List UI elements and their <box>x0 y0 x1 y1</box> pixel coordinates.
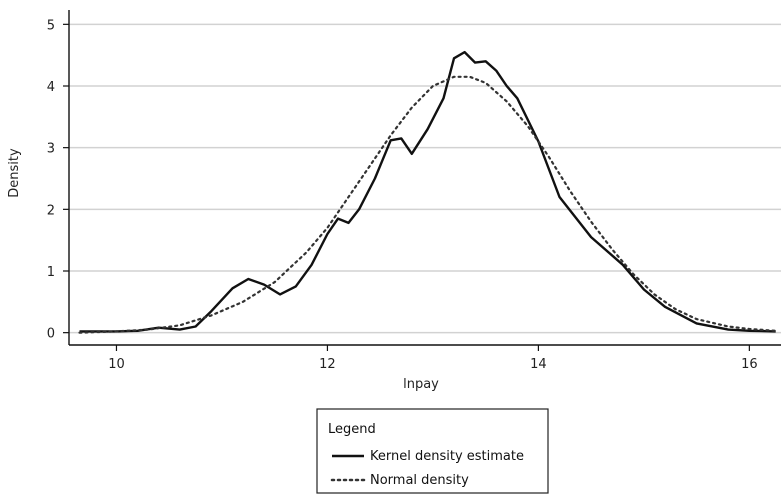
y-tick-label-5: 5 <box>47 18 55 33</box>
x-tick-label-14: 14 <box>530 357 547 372</box>
y-tick-label-2: 2 <box>47 203 55 218</box>
y-axis-label: Density <box>7 148 22 198</box>
x-tick-label-12: 12 <box>319 357 336 372</box>
axes <box>68 10 781 346</box>
y-tick-label-3: 3 <box>47 142 55 157</box>
y-tick-label-4: 4 <box>47 80 55 95</box>
x-tick-label-16: 16 <box>741 357 758 372</box>
x-axis-label: lnpay <box>403 377 439 392</box>
series-group <box>78 50 777 334</box>
x-tick-label-10: 10 <box>108 357 125 372</box>
x-ticks: 10 12 14 16 <box>108 345 758 372</box>
series-line-kernel-density <box>79 50 776 333</box>
legend-label-normal: Normal density <box>370 473 469 488</box>
series-line-normal-density <box>78 75 777 334</box>
y-tick-label-1: 1 <box>47 265 55 280</box>
legend-title: Legend <box>328 422 376 437</box>
y-tick-label-0: 0 <box>47 327 55 342</box>
gridlines <box>69 23 781 334</box>
legend-label-kde: Kernel density estimate <box>370 449 524 464</box>
y-ticks: 0 1 2 3 4 5 <box>47 18 69 342</box>
legend: Legend Kernel density estimate Normal de… <box>316 408 549 494</box>
